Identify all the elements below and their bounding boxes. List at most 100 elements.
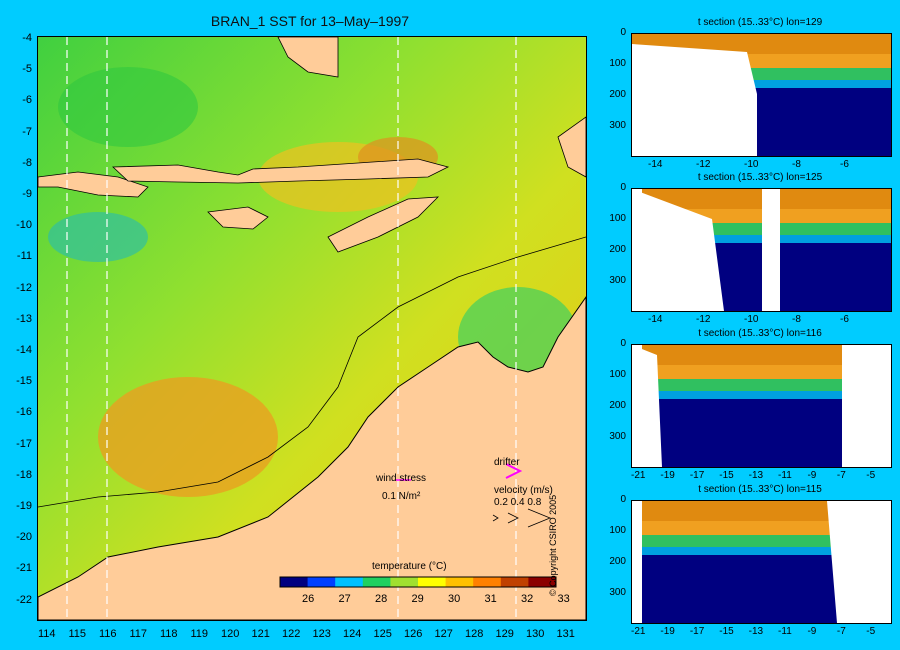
colorbar-segment: [528, 577, 557, 587]
latitude-tick-label: -6: [840, 159, 849, 170]
temperature-layer: [642, 547, 891, 555]
lat-tick-label: -16: [16, 406, 32, 419]
lon-tick-label: 125: [373, 628, 392, 640]
depth-tick-label: 200: [609, 244, 626, 255]
wind-stress-label: wind stress: [376, 473, 427, 484]
wind-stress-scale: 0.1 N/m²: [382, 491, 421, 502]
latitude-tick-label: -15: [719, 626, 734, 637]
depth-contour: [38, 236, 586, 508]
velocity-label: velocity (m/s): [494, 485, 553, 496]
depth-tick-label: 0: [620, 27, 626, 38]
section-title: t section (15..33°C) lon=125: [697, 172, 823, 183]
latitude-tick-label: -8: [792, 159, 801, 170]
temperature-layer: [642, 379, 891, 391]
lon-tick-label: 115: [68, 628, 87, 640]
land-mask: [632, 345, 891, 467]
land-mask: [632, 44, 757, 156]
latitude-tick-label: -21: [631, 470, 646, 481]
depth-tick-label: 300: [609, 275, 626, 286]
latitude-tick-label: -13: [748, 626, 764, 637]
land-mask: [632, 501, 891, 623]
colorbar-tick-label: 33: [557, 593, 570, 605]
section-plot: [631, 33, 892, 157]
depth-tick-label: 100: [609, 525, 626, 536]
temperature-layer: [632, 80, 891, 88]
lon-tick-label: 123: [312, 628, 331, 640]
lat-tick-label: -4: [22, 32, 32, 44]
temperature-layer: [642, 345, 891, 365]
depth-tick-label: 200: [609, 556, 626, 567]
temperature-layer: [642, 535, 891, 547]
island: [38, 171, 149, 198]
colorbar-segment: [280, 577, 309, 587]
latitude-tick-label: -21: [631, 626, 646, 637]
lat-tick-label: -5: [22, 63, 32, 76]
lat-tick-label: -11: [16, 250, 32, 263]
sst-map: wind stress 0.1 N/m² drifter velocity (m…: [37, 36, 587, 621]
latitude-tick-label: -7: [836, 470, 846, 481]
colorbar: [279, 576, 557, 588]
map-title: BRAN_1 SST for 13–May–1997: [210, 13, 410, 29]
lat-tick-label: -17: [16, 437, 32, 450]
latitude-tick-label: -13: [748, 470, 764, 481]
latitude-tick-label: -19: [660, 626, 675, 637]
section-title: t section (15..33°C) lon=115: [698, 484, 822, 495]
lat-tick-label: -9: [22, 188, 32, 200]
latitude-tick-label: -11: [778, 470, 792, 481]
colorbar-tick-label: 29: [411, 593, 424, 605]
colorbar-segment: [390, 577, 419, 587]
lat-tick-label: -14: [16, 344, 32, 356]
lat-tick-label: -13: [16, 312, 32, 325]
latitude-tick-label: -17: [689, 626, 705, 637]
colorbar-tick-label: 28: [375, 593, 388, 605]
latitude-tick-label: -11: [778, 626, 792, 637]
lat-tick-label: -18: [16, 468, 32, 481]
lat-tick-label: -15: [16, 375, 32, 388]
depth-tick-label: 200: [609, 400, 626, 411]
cool-region: [48, 212, 148, 262]
lat-tick-label: -21: [16, 562, 32, 575]
depth-tick-label: 0: [620, 182, 626, 193]
section-plot: [631, 188, 892, 312]
colorbar-segment: [418, 577, 447, 587]
colorbar-segment: [473, 577, 502, 587]
australia-landmass: [38, 296, 586, 620]
sst-map-canvas: [38, 37, 586, 620]
latitude-tick-label: -12: [696, 314, 711, 325]
depth-tick-label: 100: [609, 213, 626, 224]
colorbar-tick-label: 30: [448, 593, 461, 605]
colorbar-tick-label: 26: [302, 593, 315, 605]
latitude-tick-label: -14: [648, 159, 663, 170]
latitude-tick-label: -14: [648, 314, 663, 325]
depth-tick-label: 300: [609, 431, 626, 442]
temperature-layer: [642, 365, 891, 379]
colorbar-segment: [445, 577, 474, 587]
lon-tick-label: 122: [282, 628, 301, 640]
section-plot: [631, 344, 892, 468]
depth-tick-label: 100: [609, 58, 626, 69]
island: [207, 206, 269, 230]
depth-tick-label: 0: [620, 494, 626, 505]
colorbar-tick-label: 32: [521, 593, 534, 605]
latitude-tick-label: -9: [807, 470, 817, 481]
lon-tick-label: 121: [251, 628, 270, 640]
land-mask: [632, 189, 780, 311]
lat-tick-label: -22: [16, 593, 32, 606]
copyright-text: © Copyright CSIRO 2005: [548, 494, 558, 596]
latitude-tick-label: -10: [744, 314, 759, 325]
lon-tick-label: 116: [99, 628, 117, 640]
colorbar-segment: [362, 577, 391, 587]
colorbar-segment: [335, 577, 364, 587]
lon-tick-label: 126: [404, 628, 423, 640]
depth-tick-label: 300: [609, 587, 626, 598]
temperature-layer: [642, 391, 891, 399]
temperature-layer: [642, 521, 891, 535]
latitude-tick-label: -6: [840, 314, 849, 325]
depth-tick-label: 0: [620, 338, 626, 349]
lon-tick-label: 117: [129, 628, 148, 640]
latitude-tick-label: -5: [866, 626, 876, 637]
lon-tick-label: 130: [526, 628, 545, 640]
depth-tick-label: 100: [609, 369, 626, 380]
depth-tick-label: 300: [609, 120, 626, 131]
lon-tick-label: 120: [221, 628, 240, 640]
